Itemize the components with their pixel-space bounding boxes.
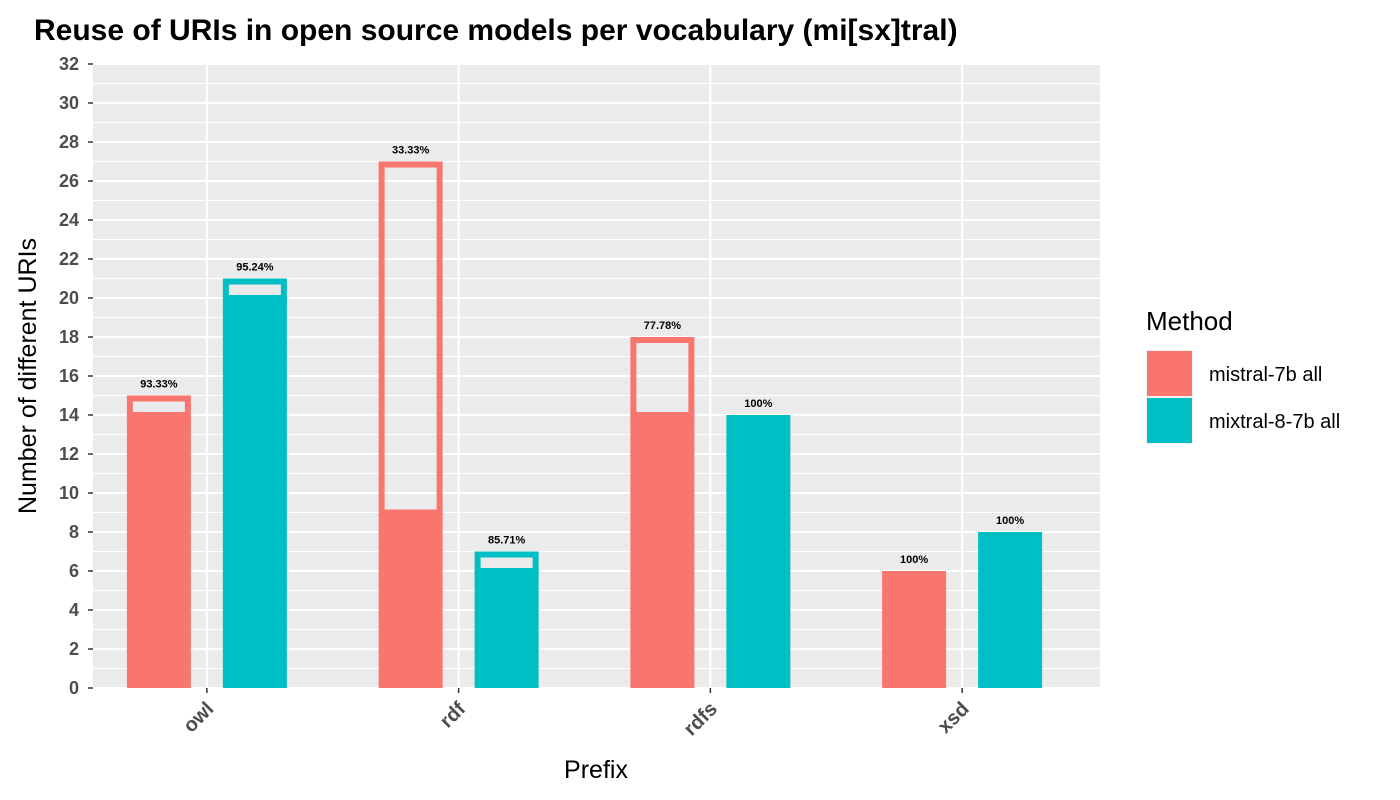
legend-swatch-0 [1147,351,1192,396]
y-tick-label: 10 [59,483,79,503]
y-tick-label: 4 [69,600,79,620]
bar-label-xsd-0: 100% [900,554,928,566]
legend-title: Method [1146,306,1233,336]
y-tick-label: 18 [59,327,79,347]
bar-total-outline-rdfs-0 [630,337,695,418]
bar-total-outline-owl-0 [126,395,191,418]
y-tick-label: 8 [69,522,79,542]
bar-total-outline-owl-1 [222,278,287,301]
y-tick-label: 0 [69,678,79,698]
y-tick-label: 20 [59,288,79,308]
bar-label-owl-1: 95.24% [236,262,274,274]
bar-label-xsd-1: 100% [996,515,1024,527]
bar-reused-rdf-1 [474,571,539,688]
x-tick-label-rdfs: rdfs [680,698,722,740]
bar-reused-rdfs-0 [630,415,695,688]
y-tick-label: 14 [59,405,79,425]
bar-reused-rdf-0 [378,512,443,688]
bar-reused-xsd-0 [882,571,947,688]
x-tick-label-owl: owl [179,698,218,737]
bar-label-rdfs-0: 77.78% [644,320,682,332]
x-tick-label-xsd: xsd [934,698,974,738]
bar-label-rdfs-1: 100% [744,398,772,410]
bar-reused-xsd-1 [978,532,1043,688]
y-tick-label: 28 [59,132,79,152]
y-tick-label: 26 [59,171,79,191]
bar-label-rdf-1: 85.71% [488,535,526,547]
legend-swatch-1 [1147,398,1192,443]
legend-label-1: mixtral-8-7b all [1209,411,1340,433]
y-tick-label: 24 [59,210,79,230]
y-tick-label: 22 [59,249,79,269]
bar-label-rdf-0: 33.33% [392,145,430,157]
y-tick-label: 16 [59,366,79,386]
x-axis: owl rdf rdfs xsd [179,688,974,740]
bar-labels: 93.33% 33.33% 77.78% 100% 95.24% 85.71% 100% 10… [140,145,1024,567]
y-tick-label: 12 [59,444,79,464]
x-axis-title: Prefix [564,756,628,784]
y-axis-title: Number of different URIs [14,238,42,514]
y-tick-label: 32 [59,54,79,74]
y-tick-label: 30 [59,93,79,113]
bars [126,161,1043,688]
bar-total-outline-rdf-0 [378,161,443,516]
bar-reused-owl-1 [222,298,287,688]
chart-title: Reuse of URIs in open source models per … [34,14,958,47]
legend: Method mistral-7b all mixtral-8-7b all [1146,306,1340,444]
legend-label-0: mistral-7b all [1209,364,1322,386]
y-tick-label: 2 [69,639,79,659]
bar-label-owl-0: 93.33% [140,379,178,391]
x-tick-label-rdf: rdf [436,698,471,733]
y-tick-label: 6 [69,561,79,581]
bar-total-outline-rdf-1 [474,551,539,574]
bar-reused-owl-0 [126,415,191,688]
bar-reused-rdfs-1 [726,415,791,688]
